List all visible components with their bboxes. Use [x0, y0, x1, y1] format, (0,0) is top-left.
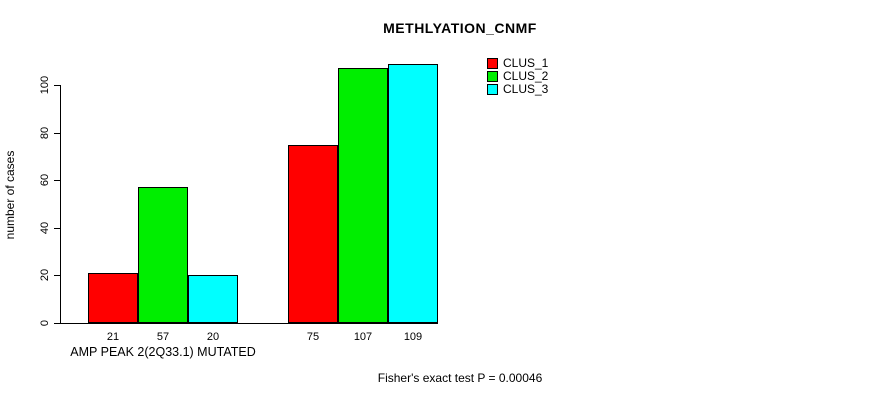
legend-label: CLUS_2: [503, 69, 549, 83]
bar-value-label: 21: [106, 331, 120, 343]
bar: [138, 187, 188, 323]
bar: [188, 275, 238, 323]
legend-swatch: [487, 70, 498, 82]
chart-title: METHLYATION_CNMF: [383, 20, 537, 36]
bar-value-label: 57: [156, 331, 170, 343]
y-tick: [54, 227, 60, 229]
x-axis-line: [60, 323, 438, 324]
bar: [388, 63, 438, 323]
x-axis-label: AMP PEAK 2(2Q33.1) MUTATED: [70, 345, 256, 359]
y-tick: [54, 85, 60, 86]
legend-row: CLUS_1: [487, 57, 548, 69]
bar: [288, 144, 338, 323]
legend-row: CLUS_2: [487, 70, 548, 82]
y-axis-line: [60, 85, 61, 324]
y-tick-label: 0: [39, 319, 51, 327]
y-tick: [54, 132, 60, 134]
y-tick: [54, 275, 60, 277]
legend-row: CLUS_3: [487, 83, 548, 95]
bar-value-label: 107: [353, 331, 373, 343]
y-tick: [54, 180, 60, 182]
bar: [338, 68, 388, 323]
y-tick-label: 80: [39, 126, 51, 139]
bar-value-label: 75: [306, 331, 320, 343]
legend-label: CLUS_3: [503, 82, 549, 96]
legend-swatch: [487, 57, 498, 69]
y-tick: [54, 323, 60, 324]
y-tick-label: 100: [39, 75, 51, 95]
bar-value-label: 109: [403, 331, 423, 343]
footnote-text: Fisher's exact test P = 0.00046: [377, 371, 543, 385]
y-tick-label: 20: [39, 269, 51, 282]
legend-label: CLUS_1: [503, 56, 549, 70]
y-tick-label: 60: [39, 174, 51, 187]
legend-swatch: [487, 83, 498, 95]
bar-value-label: 20: [206, 331, 220, 343]
bar: [88, 273, 138, 323]
y-tick-label: 40: [39, 221, 51, 234]
